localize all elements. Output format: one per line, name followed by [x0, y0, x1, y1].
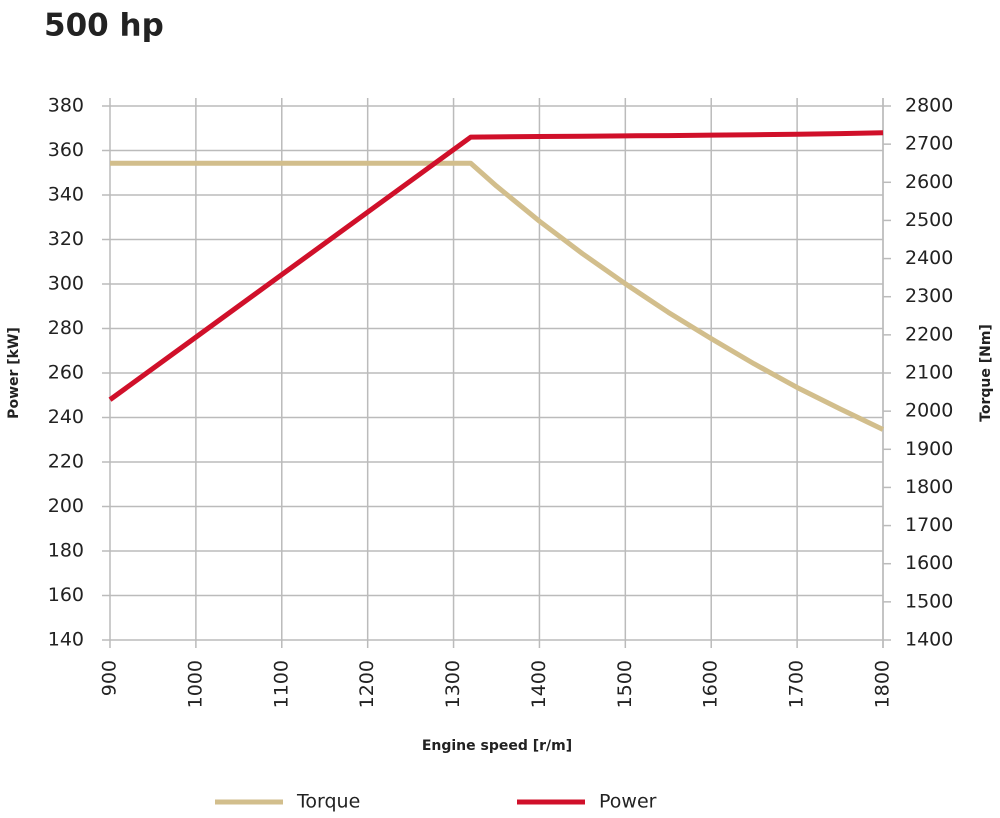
x-axis-label: Engine speed [r/m]	[422, 738, 572, 754]
y2-tick-label: 2000	[905, 400, 953, 422]
y2-tick-label: 1500	[905, 590, 953, 612]
chart-title: 500 hp	[44, 8, 164, 44]
legend-label: Torque	[296, 791, 360, 813]
x-tick-label: 1200	[356, 660, 378, 708]
y-tick-label: 240	[48, 406, 84, 428]
y-tick-label: 320	[48, 228, 84, 250]
y2-tick-label: 1900	[905, 438, 953, 460]
y2-tick-label: 1400	[905, 629, 953, 651]
x-tick-label: 1700	[786, 660, 808, 708]
y-tick-label: 160	[48, 584, 84, 606]
y-tick-label: 380	[48, 95, 84, 117]
line-series	[108, 130, 884, 402]
y2-tick-label: 2300	[905, 285, 953, 307]
x-tick-label: 1800	[872, 660, 894, 708]
y2-tick-label: 1600	[905, 552, 953, 574]
y2-tick-label: 2700	[905, 133, 953, 155]
x-tick-label: 1600	[700, 660, 722, 708]
y-tick-label: 340	[48, 184, 84, 206]
y2-tick-label: 2400	[905, 247, 953, 269]
y-tick-label: 180	[48, 540, 84, 562]
y-tick-label: 140	[48, 629, 84, 651]
y2-tick-label: 2800	[905, 95, 953, 117]
y-axis-label: Power [kW]	[6, 327, 22, 419]
legend-label: Power	[599, 791, 657, 813]
x-tick-label: 1500	[614, 660, 636, 708]
y-tick-label: 280	[48, 317, 84, 339]
y2-tick-label: 2200	[905, 323, 953, 345]
y2-tick-label: 2500	[905, 209, 953, 231]
y-tick-label: 260	[48, 362, 84, 384]
x-tick-label: 1300	[442, 660, 464, 708]
y2-axis-label: Torque [Nm]	[978, 324, 994, 422]
y-tick-label: 220	[48, 451, 84, 473]
y2-tick-label: 2100	[905, 362, 953, 384]
y-tick-label: 360	[48, 139, 84, 161]
line-series	[110, 160, 885, 432]
y2-tick-label: 1700	[905, 514, 953, 536]
x-tick-label: 900	[99, 660, 121, 696]
x-tick-label: 1000	[184, 660, 206, 708]
y-tick-label: 200	[48, 495, 84, 517]
x-tick-label: 1400	[528, 660, 550, 708]
y2-tick-label: 1800	[905, 476, 953, 498]
y2-tick-label: 2600	[905, 171, 953, 193]
x-tick-label: 1100	[270, 660, 292, 708]
y-tick-label: 300	[48, 273, 84, 295]
